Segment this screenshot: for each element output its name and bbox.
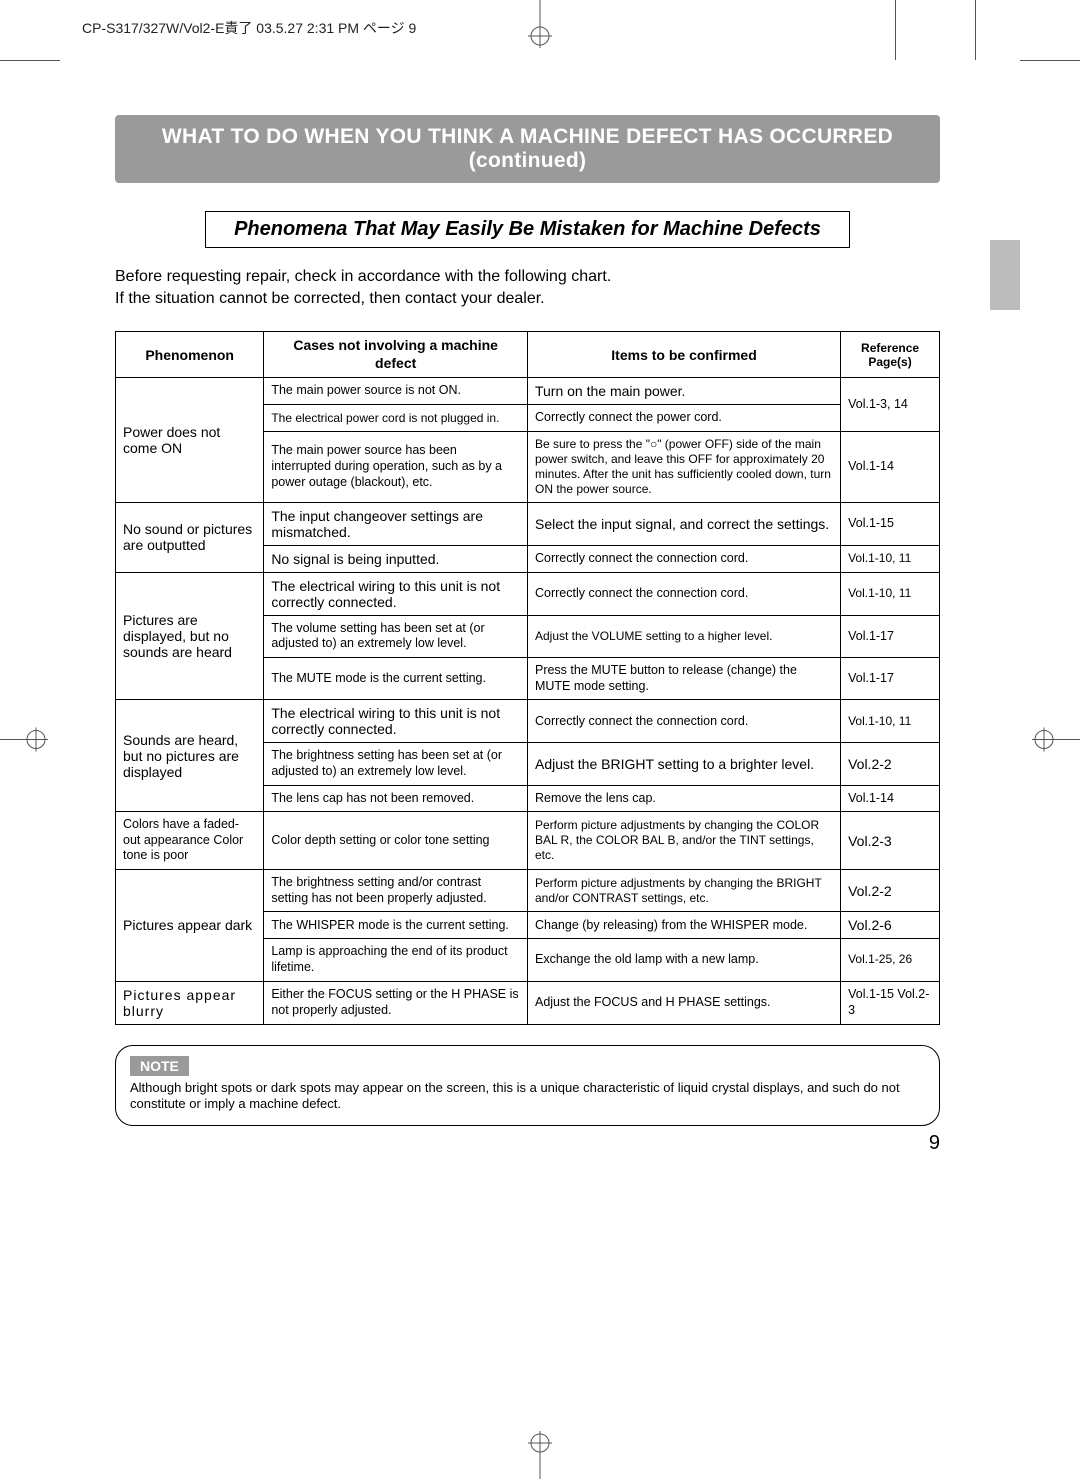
trim-line	[1020, 60, 1080, 61]
table-row: Power does not come ON The main power so…	[116, 378, 940, 405]
cell-ref: Vol.2-6	[841, 912, 940, 939]
cell-ref: Vol.1-14	[841, 785, 940, 812]
crop-mark-bottom	[520, 1431, 560, 1484]
table-header-row: Phenomenon Cases not involving a machine…	[116, 332, 940, 378]
cell-item: Adjust the VOLUME setting to a higher le…	[527, 615, 840, 657]
cell-item: Exchange the old lamp with a new lamp.	[527, 939, 840, 981]
cell-item: Correctly connect the connection cord.	[527, 700, 840, 743]
cell-item: Correctly connect the connection cord.	[527, 572, 840, 615]
cell-ref: Vol.1-10, 11	[841, 572, 940, 615]
cell-ref: Vol.2-2	[841, 743, 940, 785]
cell-case: The main power source is not ON.	[264, 378, 528, 405]
cell-item: Turn on the main power.	[527, 378, 840, 405]
cell-item: Correctly connect the connection cord.	[527, 545, 840, 572]
running-header: CP-S317/327W/Vol2-E責了 03.5.27 2:31 PM ペー…	[82, 18, 416, 38]
troubleshoot-table: Phenomenon Cases not involving a machine…	[115, 331, 940, 1024]
crop-mark-left	[0, 720, 48, 765]
intro-line: Before requesting repair, check in accor…	[115, 266, 940, 288]
cell-item: Perform picture adjustments by changing …	[527, 870, 840, 912]
registration-icon	[520, 0, 560, 48]
cell-item: Change (by releasing) from the WHISPER m…	[527, 912, 840, 939]
trim-line	[0, 60, 60, 61]
cell-case: The brightness setting and/or contrast s…	[264, 870, 528, 912]
note-label: NOTE	[130, 1056, 189, 1076]
intro-text: Before requesting repair, check in accor…	[115, 266, 940, 309]
col-items: Items to be confirmed	[527, 332, 840, 378]
cell-ref: Vol.2-2	[841, 870, 940, 912]
trim-line	[975, 0, 976, 60]
cell-item: Press the MUTE button to release (change…	[527, 658, 840, 700]
cell-case: The MUTE mode is the current setting.	[264, 658, 528, 700]
table-row: Pictures appear dark The brightness sett…	[116, 870, 940, 912]
side-thumb-tab	[990, 240, 1020, 310]
cell-case: Color depth setting or color tone settin…	[264, 812, 528, 870]
note-text: Although bright spots or dark spots may …	[130, 1080, 925, 1114]
intro-line: If the situation cannot be corrected, th…	[115, 288, 940, 310]
cell-item: Select the input signal, and correct the…	[527, 502, 840, 545]
cell-case: No signal is being inputted.	[264, 545, 528, 572]
cell-ref: Vol.1-17	[841, 615, 940, 657]
cell-case: Either the FOCUS setting or the H PHASE …	[264, 981, 528, 1024]
page-content: WHAT TO DO WHEN YOU THINK A MACHINE DEFE…	[115, 115, 940, 1155]
col-cases: Cases not involving a machine defect	[264, 332, 528, 378]
cell-item: Remove the lens cap.	[527, 785, 840, 812]
section-banner: WHAT TO DO WHEN YOU THINK A MACHINE DEFE…	[115, 115, 940, 183]
table-row: Pictures appear blurry Either the FOCUS …	[116, 981, 940, 1024]
cell-case: Lamp is approaching the end of its produ…	[264, 939, 528, 981]
cell-case: The electrical power cord is not plugged…	[264, 405, 528, 432]
cell-item: Correctly connect the power cord.	[527, 405, 840, 432]
cell-ref: Vol.2-3	[841, 812, 940, 870]
cell-ref: Vol.1-25, 26	[841, 939, 940, 981]
cell-item: Perform picture adjustments by changing …	[527, 812, 840, 870]
cell-phenomenon: Power does not come ON	[116, 378, 264, 503]
cell-ref: Vol.1-14	[841, 431, 940, 502]
trim-line	[895, 0, 896, 60]
cell-phenomenon: Colors have a faded-out appearance Color…	[116, 812, 264, 870]
cell-case: The volume setting has been set at (or a…	[264, 615, 528, 657]
subtitle-container: Phenomena That May Easily Be Mistaken fo…	[115, 211, 940, 248]
note-box: NOTE Although bright spots or dark spots…	[115, 1045, 940, 1127]
cell-ref: Vol.1-15 Vol.2-3	[841, 981, 940, 1024]
table-row: Pictures are displayed, but no sounds ar…	[116, 572, 940, 615]
cell-phenomenon: Pictures are displayed, but no sounds ar…	[116, 572, 264, 700]
cell-ref: Vol.1-3, 14	[841, 378, 940, 432]
registration-icon	[0, 720, 48, 760]
cell-phenomenon: Sounds are heard, but no pictures are di…	[116, 700, 264, 812]
cell-case: The WHISPER mode is the current setting.	[264, 912, 528, 939]
table-row: No sound or pictures are outputted The i…	[116, 502, 940, 545]
cell-case: The main power source has been interrupt…	[264, 431, 528, 502]
crop-mark-right	[1032, 720, 1080, 765]
cell-item: Adjust the BRIGHT setting to a brighter …	[527, 743, 840, 785]
cell-ref: Vol.1-10, 11	[841, 700, 940, 743]
cell-item: Be sure to press the "○" (power OFF) sid…	[527, 431, 840, 502]
subtitle-box: Phenomena That May Easily Be Mistaken fo…	[205, 211, 850, 248]
registration-icon	[1032, 720, 1080, 760]
registration-icon	[520, 1431, 560, 1479]
cell-phenomenon: Pictures appear dark	[116, 870, 264, 982]
cell-case: The brightness setting has been set at (…	[264, 743, 528, 785]
cell-phenomenon: Pictures appear blurry	[116, 981, 264, 1024]
cell-case: The electrical wiring to this unit is no…	[264, 572, 528, 615]
cell-ref: Vol.1-15	[841, 502, 940, 545]
page-number: 9	[115, 1132, 940, 1155]
table-row: Sounds are heard, but no pictures are di…	[116, 700, 940, 743]
cell-phenomenon: No sound or pictures are outputted	[116, 502, 264, 572]
table-row: Colors have a faded-out appearance Color…	[116, 812, 940, 870]
cell-case: The lens cap has not been removed.	[264, 785, 528, 812]
col-reference: Reference Page(s)	[841, 332, 940, 378]
cell-item: Adjust the FOCUS and H PHASE settings.	[527, 981, 840, 1024]
col-phenomenon: Phenomenon	[116, 332, 264, 378]
cell-ref: Vol.1-17	[841, 658, 940, 700]
cell-case: The input changeover settings are mismat…	[264, 502, 528, 545]
cell-ref: Vol.1-10, 11	[841, 545, 940, 572]
crop-mark-top	[520, 0, 560, 53]
cell-case: The electrical wiring to this unit is no…	[264, 700, 528, 743]
